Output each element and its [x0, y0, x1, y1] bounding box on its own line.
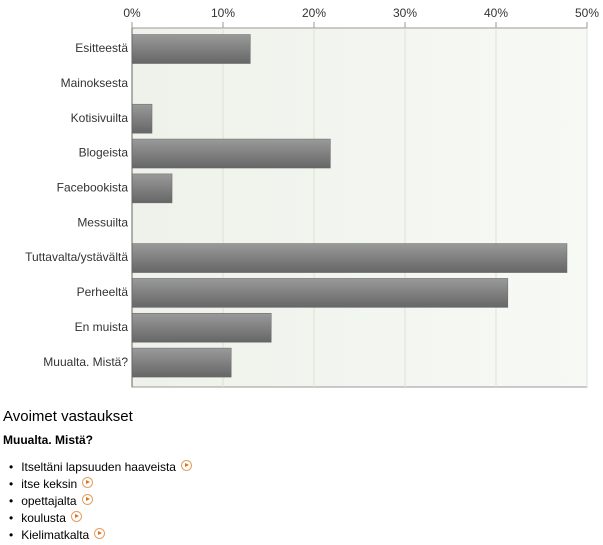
y-tick-label: Muualta. Mistä? — [43, 355, 128, 369]
answer-text: koulusta — [21, 511, 66, 525]
answer-item: Itseltäni lapsuuden haaveista — [9, 459, 598, 476]
play-icon[interactable] — [180, 460, 192, 471]
answers-title: Avoimet vastaukset — [3, 408, 133, 425]
x-tick-label: 0% — [123, 6, 141, 20]
chart: 0% 10% 20% 30% 40% 50% Esitteestä Mainoksesta Ko… — [25, 6, 599, 388]
open-answers: Avoimet vastaukset Muualta. Mistä? Itsel… — [3, 408, 598, 544]
play-icon[interactable] — [70, 511, 82, 522]
y-tick-label: Esitteestä — [75, 41, 128, 55]
answers-question: Muualta. Mistä? — [3, 433, 94, 447]
y-tick-label: Kotisivuilta — [71, 111, 129, 125]
y-tick-label: Blogeista — [79, 146, 129, 160]
bar — [131, 243, 568, 273]
bar — [131, 103, 153, 134]
play-icon[interactable] — [81, 494, 93, 505]
answer-text: itse keksin — [21, 477, 78, 491]
bar — [131, 312, 272, 343]
bar — [131, 138, 331, 169]
y-tick-label: Perheeltä — [77, 285, 129, 299]
answer-item: itse keksin — [9, 476, 598, 493]
x-tick-label: 20% — [302, 6, 326, 20]
x-tick-label: 40% — [484, 6, 508, 20]
play-icon[interactable] — [82, 477, 94, 488]
answer-item: koulusta — [9, 510, 598, 527]
y-tick-label: Messuilta — [77, 215, 128, 229]
answer-item: opettajalta — [9, 493, 598, 510]
answer-text: opettajalta — [21, 494, 77, 508]
bar — [131, 34, 251, 64]
answer-text: Kielimatkalta — [21, 528, 90, 542]
answer-item: Kielimatkalta — [9, 527, 598, 544]
y-tick-label: Mainoksesta — [61, 76, 129, 90]
bar — [131, 173, 173, 204]
answer-text: Itseltäni lapsuuden haaveista — [21, 460, 176, 474]
x-tick-label: 30% — [393, 6, 417, 20]
x-tick-label: 50% — [575, 6, 599, 20]
bar — [131, 278, 509, 308]
y-tick-label: Tuttavalta/ystävältä — [25, 250, 128, 264]
x-tick-label: 10% — [211, 6, 235, 20]
bar — [131, 347, 232, 378]
answer-list: Itseltäni lapsuuden haaveista itse keksin… — [3, 459, 598, 544]
y-tick-label: Facebookista — [57, 181, 129, 195]
play-icon[interactable] — [94, 528, 106, 539]
y-tick-label: En muista — [75, 320, 129, 334]
